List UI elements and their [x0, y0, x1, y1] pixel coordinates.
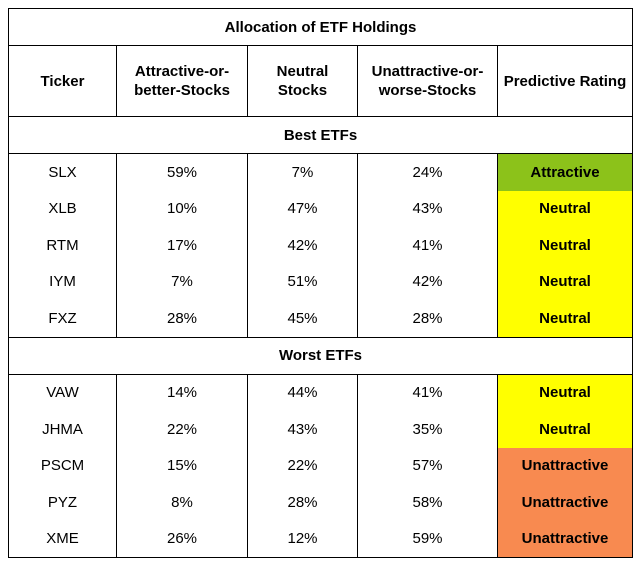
table-row: XME 26% 12% 59% Unattractive	[8, 520, 633, 558]
neutral-pct-cell: 43%	[247, 411, 358, 448]
attractive-pct-cell: 7%	[116, 263, 248, 300]
section-label: Worst ETFs	[8, 337, 633, 375]
unattractive-pct-cell: 24%	[357, 153, 498, 191]
ticker-cell: PSCM	[8, 447, 117, 484]
section-header-row: Worst ETFs	[8, 337, 633, 375]
ticker-cell: IYM	[8, 263, 117, 300]
unattractive-pct-cell: 41%	[357, 374, 498, 411]
column-header-rating: Predictive Rating	[497, 45, 633, 117]
attractive-pct-cell: 59%	[116, 153, 248, 191]
table-row: JHMA 22% 43% 35% Neutral	[8, 411, 633, 448]
table-row: VAW 14% 44% 41% Neutral	[8, 374, 633, 411]
ticker-cell: XME	[8, 520, 117, 558]
table-row: SLX 59% 7% 24% Attractive	[8, 153, 633, 191]
ticker-cell: VAW	[8, 374, 117, 411]
rating-cell: Unattractive	[497, 520, 633, 558]
column-header-neutral: Neutral Stocks	[247, 45, 358, 117]
rating-cell: Neutral	[497, 190, 633, 227]
neutral-pct-cell: 45%	[247, 300, 358, 338]
table-row: PYZ 8% 28% 58% Unattractive	[8, 484, 633, 521]
attractive-pct-cell: 22%	[116, 411, 248, 448]
ticker-cell: RTM	[8, 227, 117, 264]
column-header-unattractive: Unattractive-or- worse-Stocks	[357, 45, 498, 117]
neutral-pct-cell: 12%	[247, 520, 358, 558]
unattractive-pct-cell: 57%	[357, 447, 498, 484]
unattractive-pct-cell: 41%	[357, 227, 498, 264]
ticker-cell: SLX	[8, 153, 117, 191]
table-row: FXZ 28% 45% 28% Neutral	[8, 300, 633, 338]
rating-cell: Unattractive	[497, 447, 633, 484]
attractive-pct-cell: 15%	[116, 447, 248, 484]
section-label: Best ETFs	[8, 116, 633, 154]
ticker-cell: PYZ	[8, 484, 117, 521]
column-header-ticker: Ticker	[8, 45, 117, 117]
unattractive-pct-cell: 59%	[357, 520, 498, 558]
rating-cell: Neutral	[497, 411, 633, 448]
ticker-cell: JHMA	[8, 411, 117, 448]
neutral-pct-cell: 51%	[247, 263, 358, 300]
neutral-pct-cell: 42%	[247, 227, 358, 264]
ticker-cell: XLB	[8, 190, 117, 227]
etf-allocation-table: Allocation of ETF Holdings Ticker Attrac…	[8, 8, 633, 558]
table-row: IYM 7% 51% 42% Neutral	[8, 263, 633, 300]
attractive-pct-cell: 17%	[116, 227, 248, 264]
neutral-pct-cell: 22%	[247, 447, 358, 484]
attractive-pct-cell: 14%	[116, 374, 248, 411]
rating-cell: Unattractive	[497, 484, 633, 521]
unattractive-pct-cell: 35%	[357, 411, 498, 448]
unattractive-pct-cell: 58%	[357, 484, 498, 521]
attractive-pct-cell: 8%	[116, 484, 248, 521]
neutral-pct-cell: 7%	[247, 153, 358, 191]
rating-cell: Neutral	[497, 374, 633, 411]
neutral-pct-cell: 44%	[247, 374, 358, 411]
column-header-row: Ticker Attractive-or- better-Stocks Neut…	[8, 45, 633, 117]
ticker-cell: FXZ	[8, 300, 117, 338]
rating-cell: Neutral	[497, 227, 633, 264]
attractive-pct-cell: 10%	[116, 190, 248, 227]
table-row: RTM 17% 42% 41% Neutral	[8, 227, 633, 264]
section-header-row: Best ETFs	[8, 116, 633, 154]
table-row: PSCM 15% 22% 57% Unattractive	[8, 447, 633, 484]
rating-cell: Attractive	[497, 153, 633, 191]
unattractive-pct-cell: 42%	[357, 263, 498, 300]
rating-cell: Neutral	[497, 263, 633, 300]
rating-cell: Neutral	[497, 300, 633, 338]
neutral-pct-cell: 28%	[247, 484, 358, 521]
attractive-pct-cell: 26%	[116, 520, 248, 558]
table-row: XLB 10% 47% 43% Neutral	[8, 190, 633, 227]
attractive-pct-cell: 28%	[116, 300, 248, 338]
neutral-pct-cell: 47%	[247, 190, 358, 227]
unattractive-pct-cell: 28%	[357, 300, 498, 338]
unattractive-pct-cell: 43%	[357, 190, 498, 227]
column-header-attractive: Attractive-or- better-Stocks	[116, 45, 248, 117]
table-title: Allocation of ETF Holdings	[8, 8, 633, 46]
